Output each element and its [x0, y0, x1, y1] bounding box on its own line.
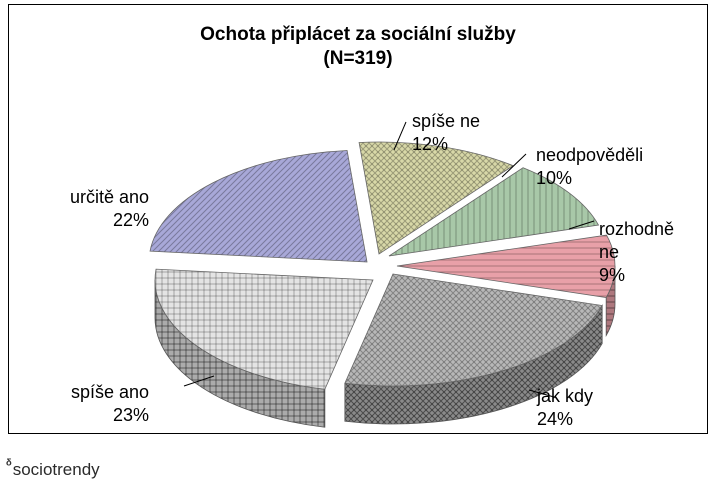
pie-slice — [358, 141, 514, 255]
leader-line — [568, 220, 595, 230]
chart-title: Ochota připlácet za sociální služby (N=3… — [9, 23, 707, 71]
slice-value-label: 9% — [599, 265, 625, 285]
leader-line — [393, 121, 407, 151]
pie-slice — [396, 234, 616, 298]
leader-line — [528, 389, 555, 398]
slice-label: jak kdy 24% — [536, 386, 593, 429]
slice-category-label: ne — [599, 242, 619, 262]
chart-subtitle-line: (N=319) — [323, 48, 393, 69]
sociotrendy-logo-icon: ᵟ — [6, 456, 12, 472]
pie-slice — [149, 150, 368, 263]
pie-slice — [154, 268, 374, 390]
brand-logo: ᵟsociotrendy — [6, 456, 100, 480]
leader-line — [501, 153, 527, 178]
pie-chart: rozhodně ne 9% jak kdy 24% spíše ano 23% určitě… — [70, 111, 674, 429]
slice-value-label: 23% — [113, 405, 149, 425]
slice-value-label: 24% — [537, 409, 573, 429]
slice-label: neodpověděli 10% — [536, 145, 643, 188]
leader-line — [183, 375, 215, 387]
brand-text: sociotrendy — [12, 460, 100, 479]
slice-category-label: rozhodně — [599, 219, 674, 239]
chart-frame: Ochota připlácet za sociální služby (N=3… — [8, 4, 708, 434]
pie-slice — [344, 273, 603, 387]
slice-label: spíše ne 12% — [412, 111, 480, 154]
slice-category-label: určitě ano — [70, 187, 149, 207]
pie-slice — [388, 167, 600, 257]
chart-title-line: Ochota připlácet za sociální služby — [200, 24, 516, 45]
slice-category-label: spíše ano — [71, 382, 149, 402]
slice-label: spíše ano 23% — [71, 382, 149, 425]
slice-category-label: jak kdy — [536, 386, 593, 406]
slice-value-label: 10% — [536, 168, 572, 188]
slice-category-label: neodpověděli — [536, 145, 643, 165]
slice-label: rozhodně ne 9% — [599, 219, 674, 285]
slice-label: určitě ano 22% — [70, 187, 149, 230]
slice-category-label: spíše ne — [412, 111, 480, 131]
slice-value-label: 12% — [412, 134, 448, 154]
slice-value-label: 22% — [113, 210, 149, 230]
